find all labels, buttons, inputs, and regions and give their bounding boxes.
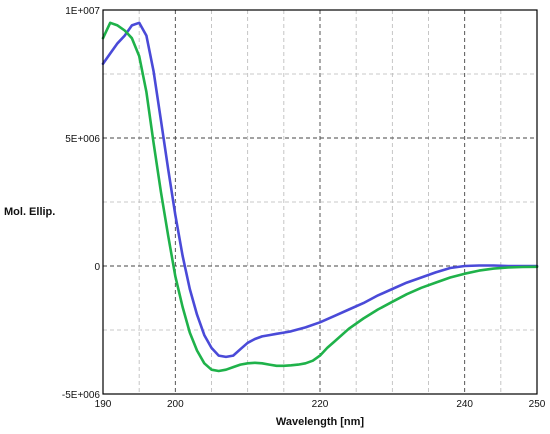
y-tick-label: -5E+006 [62,390,101,401]
x-tick-label: 250 [529,399,546,410]
grid-lines [103,10,537,394]
x-tick-label: 200 [167,399,184,410]
y-tick-label: 0 [94,262,100,273]
x-axis-label: Wavelength [nm] [276,416,365,428]
x-tick-label: 190 [95,399,112,410]
plot-frame [102,9,538,395]
tick-labels: 190 200 220 240 250 1E+007 5E+006 0 -5E+006 [62,6,546,410]
x-tick-label: 220 [312,399,329,410]
series-line-2 [101,21,539,373]
y-axis-label: Mol. Ellip. [4,206,55,218]
plot-series [101,21,539,373]
series-line-1 [101,21,539,359]
y-tick-label: 5E+006 [65,134,100,145]
y-tick-label: 1E+007 [65,6,100,17]
x-tick-label: 240 [456,399,473,410]
